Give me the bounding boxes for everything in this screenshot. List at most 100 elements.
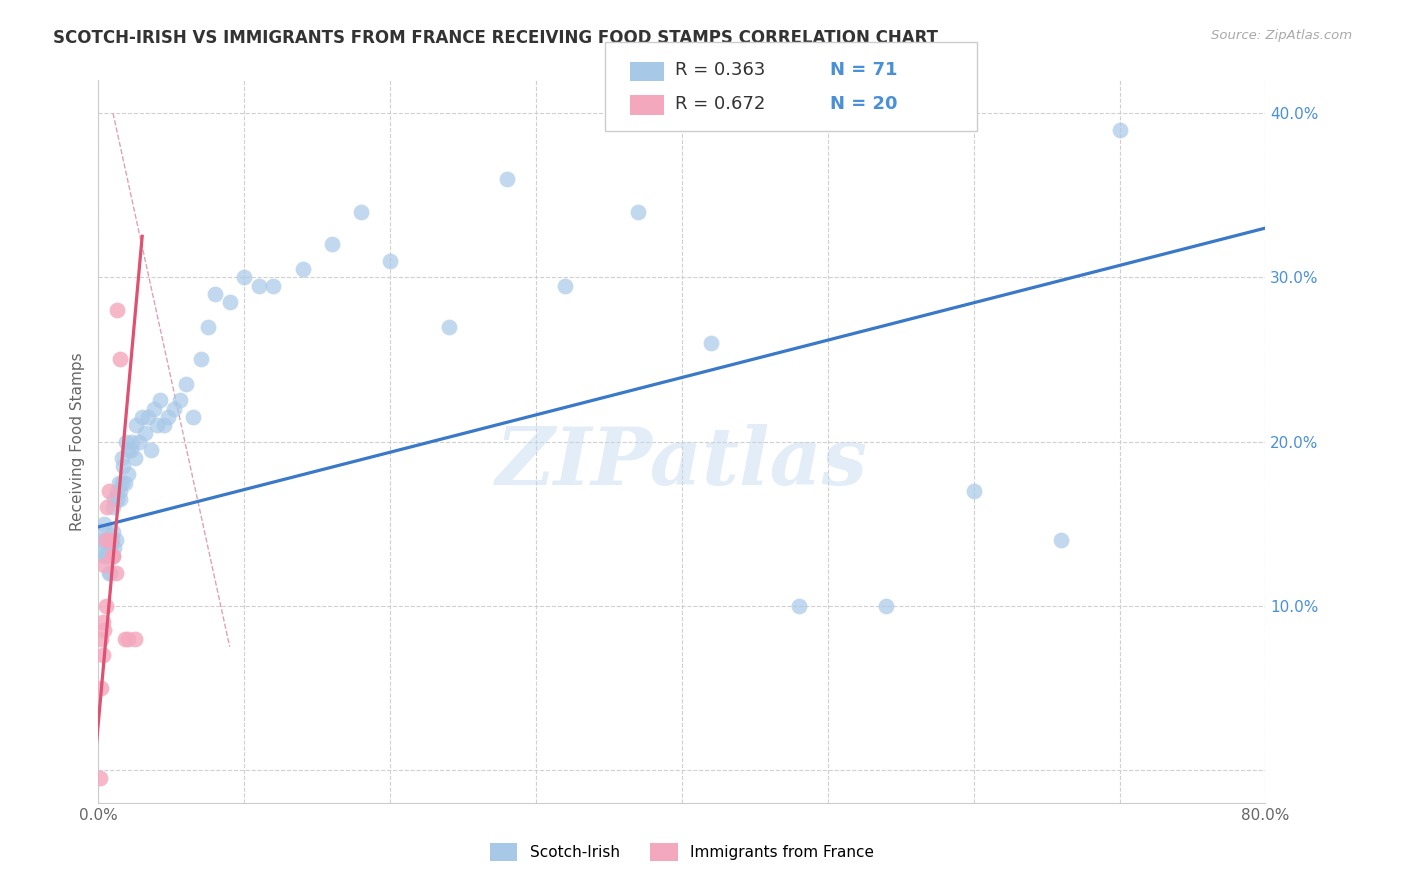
Point bbox=[98, 533, 121, 547]
Point bbox=[105, 491, 128, 506]
Point bbox=[218, 295, 240, 310]
Point bbox=[157, 409, 180, 424]
Point bbox=[380, 253, 402, 268]
Point bbox=[121, 434, 143, 449]
Point bbox=[247, 278, 270, 293]
Point bbox=[94, 549, 117, 564]
Point bbox=[120, 442, 142, 457]
Point bbox=[112, 459, 135, 474]
Point bbox=[104, 533, 127, 547]
Point bbox=[90, 533, 112, 547]
Point bbox=[103, 491, 125, 506]
Point bbox=[875, 599, 897, 613]
Text: N = 71: N = 71 bbox=[830, 62, 897, 79]
Point bbox=[787, 599, 810, 613]
Point bbox=[437, 319, 460, 334]
Point bbox=[91, 533, 114, 547]
Text: R = 0.672: R = 0.672 bbox=[675, 95, 765, 113]
Point bbox=[100, 533, 122, 547]
Point bbox=[91, 648, 114, 662]
Point bbox=[97, 566, 120, 580]
Point bbox=[108, 475, 131, 490]
Point bbox=[262, 278, 284, 293]
Point bbox=[496, 171, 519, 186]
Point bbox=[110, 491, 132, 506]
Point bbox=[104, 566, 127, 580]
Point bbox=[128, 434, 150, 449]
Point bbox=[174, 377, 197, 392]
Point bbox=[139, 442, 162, 457]
Point bbox=[111, 450, 134, 465]
Point bbox=[89, 771, 111, 785]
Point bbox=[962, 483, 984, 498]
Point bbox=[91, 615, 114, 630]
Point bbox=[101, 524, 124, 539]
Text: Source: ZipAtlas.com: Source: ZipAtlas.com bbox=[1212, 29, 1353, 42]
Point bbox=[291, 262, 314, 277]
Point bbox=[149, 393, 172, 408]
Point bbox=[105, 303, 128, 318]
Point bbox=[117, 442, 139, 457]
Point bbox=[146, 418, 169, 433]
Legend: Scotch-Irish, Immigrants from France: Scotch-Irish, Immigrants from France bbox=[484, 837, 880, 867]
Point bbox=[117, 467, 139, 482]
Point bbox=[204, 286, 226, 301]
Point bbox=[117, 632, 139, 646]
Point bbox=[94, 533, 117, 547]
Point bbox=[110, 483, 132, 498]
Point bbox=[96, 541, 118, 556]
Text: N = 20: N = 20 bbox=[830, 95, 897, 113]
Point bbox=[1050, 533, 1073, 547]
Point bbox=[93, 558, 115, 572]
Point bbox=[153, 418, 176, 433]
Point bbox=[627, 204, 650, 219]
Point bbox=[142, 401, 165, 416]
Point bbox=[136, 409, 159, 424]
Point bbox=[124, 632, 146, 646]
Point bbox=[105, 483, 128, 498]
Point bbox=[124, 450, 146, 465]
Point bbox=[100, 549, 122, 564]
Point bbox=[321, 237, 343, 252]
Point bbox=[114, 632, 136, 646]
Point bbox=[110, 352, 132, 367]
Point bbox=[97, 533, 120, 547]
Point bbox=[190, 352, 212, 367]
Point bbox=[163, 401, 186, 416]
Point bbox=[197, 319, 219, 334]
Point bbox=[700, 336, 723, 351]
Point bbox=[90, 681, 112, 695]
Y-axis label: Receiving Food Stamps: Receiving Food Stamps bbox=[69, 352, 84, 531]
Point bbox=[181, 409, 204, 424]
Text: ZIPatlas: ZIPatlas bbox=[496, 425, 868, 502]
Point bbox=[233, 270, 256, 285]
Point bbox=[114, 475, 136, 490]
Point bbox=[93, 624, 115, 638]
Point bbox=[1108, 122, 1130, 136]
Point bbox=[125, 418, 148, 433]
Point bbox=[96, 549, 118, 564]
Point bbox=[93, 516, 115, 531]
Point bbox=[96, 500, 118, 515]
Text: SCOTCH-IRISH VS IMMIGRANTS FROM FRANCE RECEIVING FOOD STAMPS CORRELATION CHART: SCOTCH-IRISH VS IMMIGRANTS FROM FRANCE R… bbox=[53, 29, 938, 46]
Point bbox=[134, 426, 156, 441]
Point bbox=[111, 475, 134, 490]
Point bbox=[94, 599, 117, 613]
Point bbox=[90, 632, 112, 646]
Point bbox=[101, 549, 124, 564]
Point bbox=[94, 533, 117, 547]
Point bbox=[115, 434, 138, 449]
Point bbox=[100, 549, 122, 564]
Point bbox=[554, 278, 576, 293]
Point bbox=[350, 204, 373, 219]
Text: R = 0.363: R = 0.363 bbox=[675, 62, 765, 79]
Point bbox=[101, 549, 124, 564]
Point bbox=[131, 409, 153, 424]
Point bbox=[103, 541, 125, 556]
Point bbox=[97, 483, 120, 498]
Point bbox=[93, 549, 115, 564]
Point bbox=[101, 500, 124, 515]
Point bbox=[98, 566, 121, 580]
Point bbox=[98, 541, 121, 556]
Point bbox=[169, 393, 191, 408]
